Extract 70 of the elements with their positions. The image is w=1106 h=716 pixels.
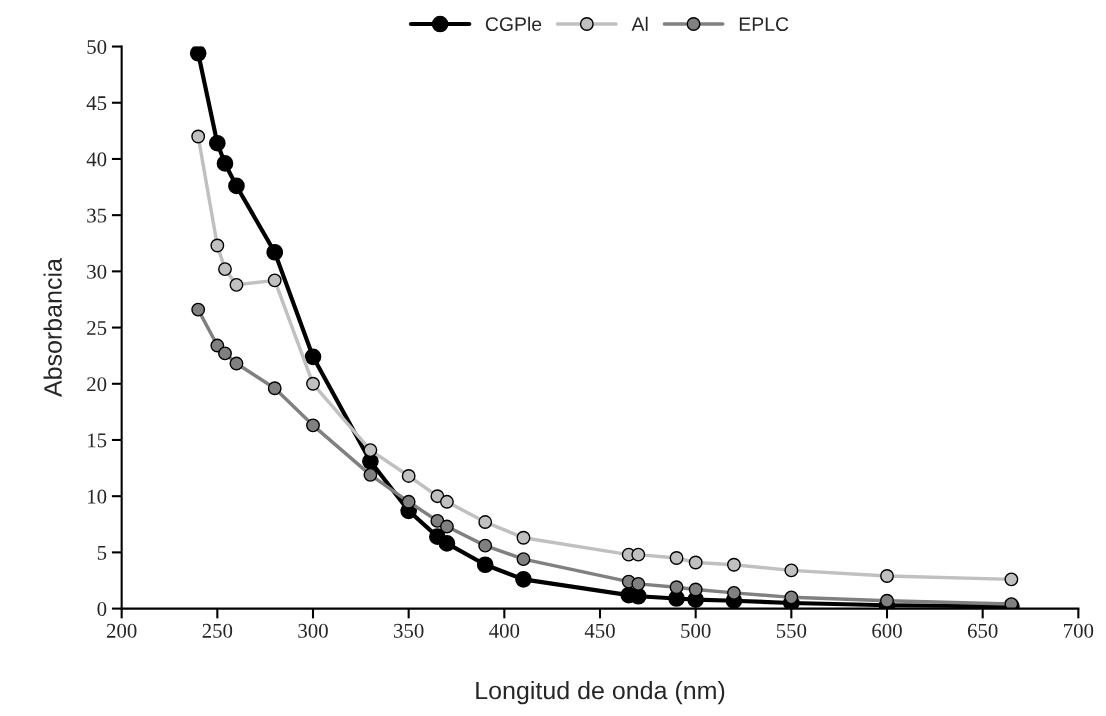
point	[363, 467, 378, 482]
point	[189, 46, 207, 62]
y-tick-label: 15	[88, 433, 107, 448]
x-tick-label: 300	[298, 623, 328, 638]
x-tick-label: 650	[967, 623, 998, 638]
point	[401, 494, 416, 509]
point	[476, 556, 494, 574]
y-tick-label: 10	[88, 489, 107, 504]
point	[218, 262, 232, 277]
y-tick-label: 5	[97, 545, 107, 560]
point	[430, 513, 445, 528]
point	[726, 585, 741, 600]
point	[229, 356, 244, 371]
x-tick-label: 600	[872, 623, 902, 638]
legend-label: Al	[631, 16, 648, 31]
x-tick-label: 350	[394, 623, 424, 638]
point	[515, 571, 532, 588]
point	[1004, 572, 1019, 587]
point	[363, 443, 378, 458]
x-tick-label: 400	[489, 623, 520, 638]
point	[438, 535, 456, 552]
y-tick-label: 45	[86, 96, 107, 111]
point	[267, 273, 282, 288]
point	[401, 469, 416, 483]
legend-label: CGPle	[485, 16, 542, 32]
x-tick-label: 450	[584, 623, 615, 638]
point	[439, 519, 454, 534]
y-tick-label: 20	[87, 377, 107, 392]
point	[880, 569, 894, 583]
y-tick-label: 30	[87, 264, 107, 279]
point	[784, 563, 799, 578]
x-tick-label: 700	[1064, 623, 1094, 638]
point	[306, 418, 320, 433]
point	[191, 129, 206, 144]
x-tick-label: 250	[202, 623, 233, 638]
point	[478, 538, 493, 553]
point	[726, 557, 741, 572]
point	[191, 302, 206, 317]
y-tick-label: 50	[87, 39, 107, 54]
point	[439, 494, 454, 509]
point	[216, 155, 234, 172]
y-axis-title: Absorbancia	[43, 258, 62, 397]
point	[516, 552, 531, 567]
legend-label: EPLC	[739, 17, 789, 32]
x-tick-label: 500	[681, 623, 711, 638]
point	[688, 582, 703, 597]
point	[304, 348, 322, 366]
x-tick-label: 550	[776, 623, 807, 638]
point	[210, 238, 225, 253]
point	[516, 530, 531, 545]
y-tick-label: 0	[97, 601, 107, 617]
point	[478, 515, 493, 529]
point	[228, 177, 245, 195]
y-tick-label: 25	[87, 321, 107, 335]
y-tick-label: 35	[87, 208, 107, 223]
point	[218, 346, 232, 361]
x-tick-label: 200	[106, 623, 137, 638]
point	[784, 590, 799, 605]
point	[229, 277, 244, 292]
point	[266, 243, 284, 261]
x-axis-title: Longitud de onda (nm)	[476, 680, 725, 705]
point	[631, 547, 646, 562]
point	[208, 134, 226, 152]
y-tick-label: 40	[86, 152, 107, 167]
point	[306, 376, 320, 391]
point	[688, 555, 703, 570]
point	[669, 580, 684, 595]
point	[631, 576, 646, 591]
point	[267, 381, 282, 396]
point	[669, 551, 684, 565]
